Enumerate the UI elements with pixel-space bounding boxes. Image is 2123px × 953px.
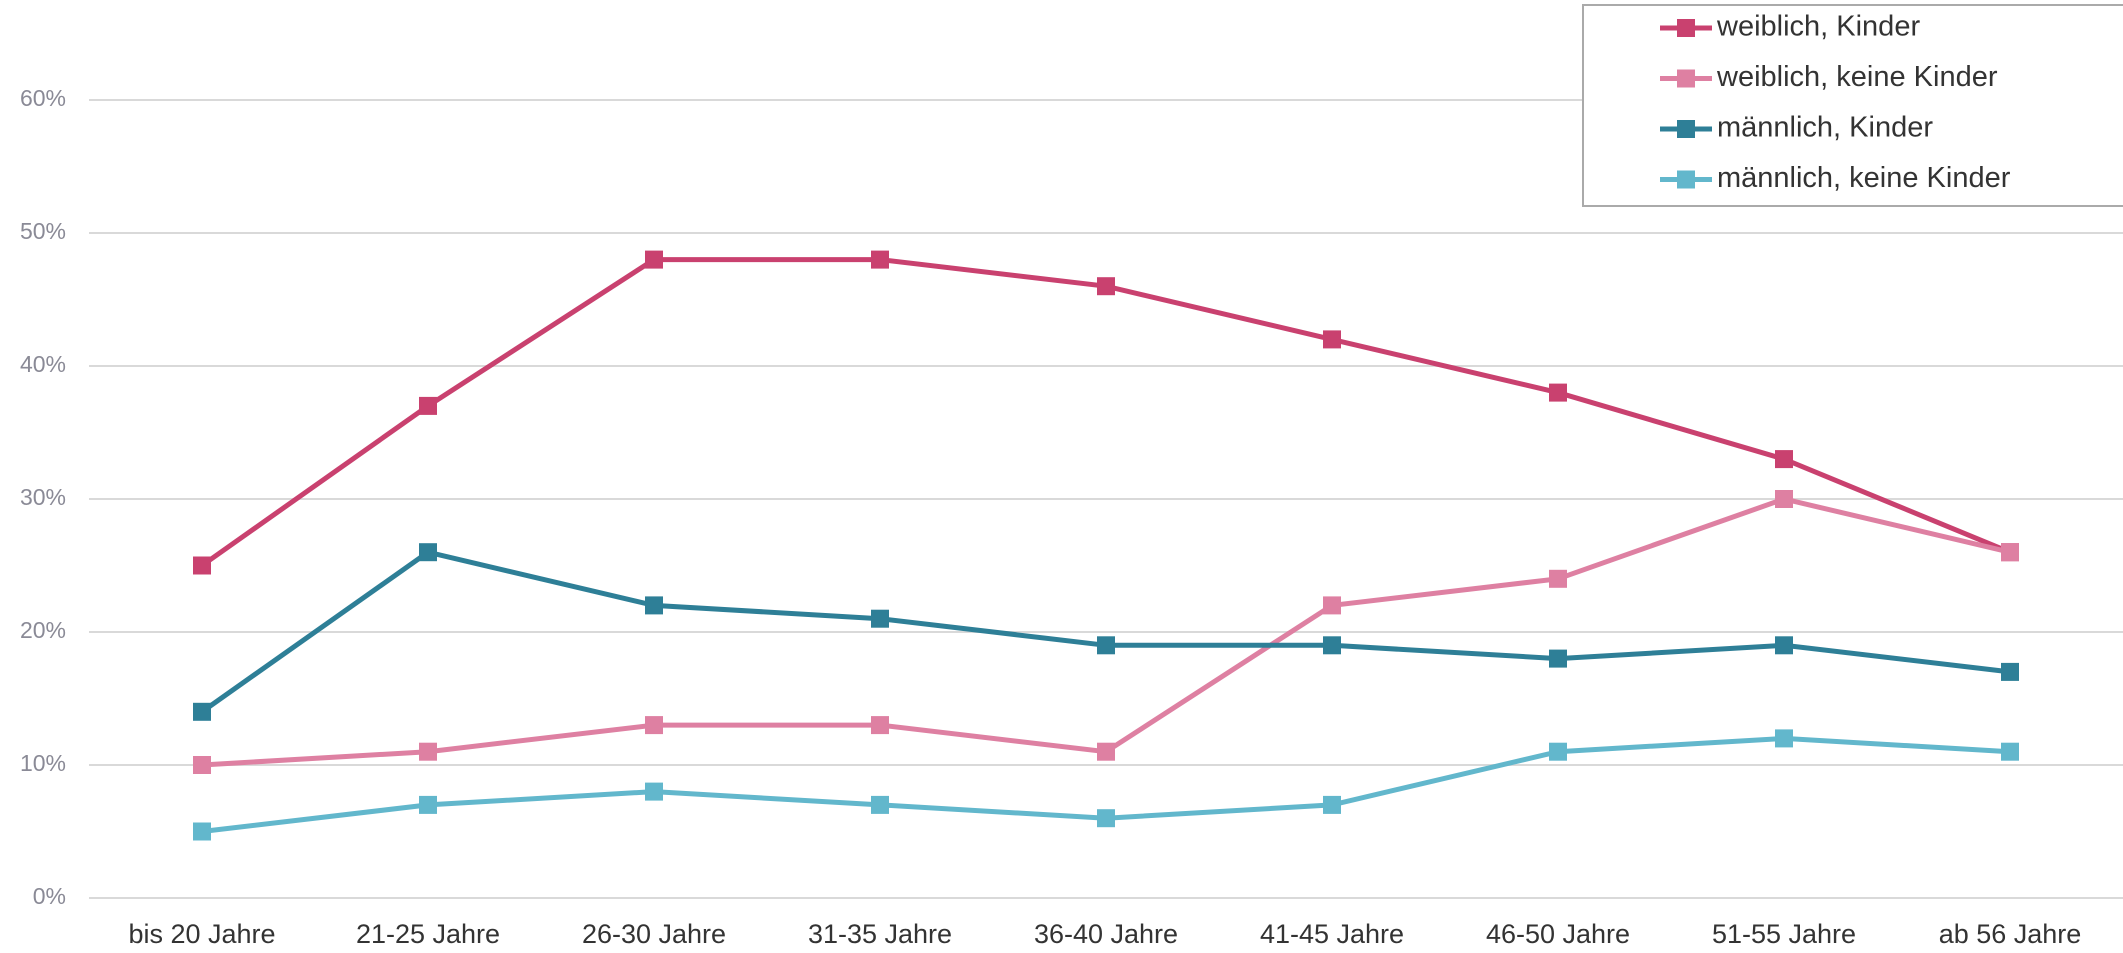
point-marker bbox=[1323, 596, 1341, 615]
point-marker bbox=[419, 742, 437, 761]
x-tick-label: 36-40 Jahre bbox=[1034, 919, 1178, 949]
point-marker bbox=[193, 822, 211, 841]
point-marker bbox=[1775, 636, 1793, 655]
x-tick-label: 26-30 Jahre bbox=[582, 919, 726, 949]
point-marker bbox=[1323, 636, 1341, 655]
point-marker bbox=[1097, 277, 1115, 296]
y-tick-label: 0% bbox=[33, 883, 66, 909]
x-tick-label: bis 20 Jahre bbox=[128, 919, 275, 949]
point-marker bbox=[1097, 636, 1115, 655]
point-marker bbox=[871, 609, 889, 628]
x-tick-label: 46-50 Jahre bbox=[1486, 919, 1630, 949]
point-marker bbox=[1775, 729, 1793, 748]
y-tick-label: 40% bbox=[20, 351, 66, 377]
point-marker bbox=[645, 716, 663, 735]
point-marker bbox=[2001, 742, 2019, 761]
point-marker bbox=[193, 556, 211, 575]
point-marker bbox=[871, 716, 889, 735]
point-marker bbox=[1549, 742, 1567, 761]
legend-marker bbox=[1677, 69, 1695, 88]
x-tick-label: 41-45 Jahre bbox=[1260, 919, 1404, 949]
legend-label: männlich, keine Kinder bbox=[1717, 162, 2011, 194]
point-marker bbox=[419, 543, 437, 562]
point-marker bbox=[1097, 809, 1115, 828]
point-marker bbox=[871, 250, 889, 269]
point-marker bbox=[1549, 649, 1567, 668]
point-marker bbox=[2001, 543, 2019, 562]
point-marker bbox=[1323, 330, 1341, 349]
point-marker bbox=[1097, 742, 1115, 761]
point-marker bbox=[419, 795, 437, 814]
point-marker bbox=[645, 596, 663, 615]
y-tick-label: 30% bbox=[20, 484, 66, 510]
x-tick-label: ab 56 Jahre bbox=[1939, 919, 2082, 949]
y-tick-label: 60% bbox=[20, 85, 66, 111]
series-line bbox=[200, 257, 2011, 568]
point-marker bbox=[1323, 795, 1341, 814]
legend-label: weiblich, keine Kinder bbox=[1716, 61, 1998, 93]
legend-box bbox=[1582, 4, 2123, 207]
point-marker bbox=[419, 396, 437, 415]
legend-marker bbox=[1677, 19, 1695, 37]
point-marker bbox=[1775, 490, 1793, 508]
legend-label: männlich, Kinder bbox=[1717, 112, 1933, 144]
legend-marker bbox=[1677, 170, 1695, 189]
point-marker bbox=[645, 250, 663, 269]
point-marker bbox=[871, 795, 889, 814]
point-marker bbox=[645, 782, 663, 801]
x-tick-label: 51-55 Jahre bbox=[1712, 919, 1856, 949]
y-tick-label: 50% bbox=[20, 218, 66, 244]
point-marker bbox=[193, 702, 211, 721]
point-marker bbox=[1549, 383, 1567, 402]
x-tick-label: 31-35 Jahre bbox=[808, 919, 952, 949]
legend-label: weiblich, Kinder bbox=[1716, 11, 1920, 43]
y-tick-label: 20% bbox=[20, 617, 66, 643]
x-tick-label: 21-25 Jahre bbox=[356, 919, 500, 949]
point-marker bbox=[2001, 662, 2019, 681]
point-marker bbox=[1775, 450, 1793, 469]
legend-marker bbox=[1677, 120, 1695, 138]
y-tick-label: 10% bbox=[20, 750, 66, 776]
point-marker bbox=[1549, 569, 1567, 588]
point-marker bbox=[193, 756, 211, 774]
